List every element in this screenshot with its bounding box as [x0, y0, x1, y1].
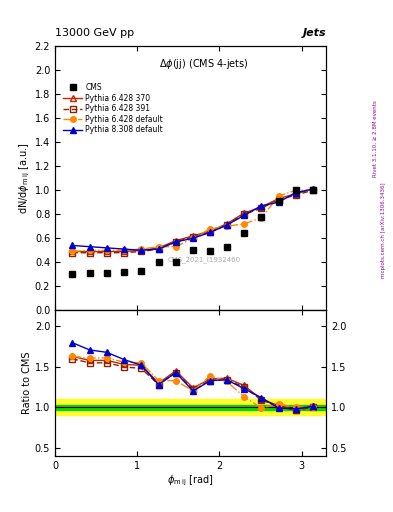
Pythia 6.428 default	[105, 247, 109, 253]
Text: 13000 GeV pp: 13000 GeV pp	[55, 28, 134, 38]
Pythia 6.428 370	[139, 247, 144, 253]
Pythia 8.308 default	[276, 199, 281, 205]
X-axis label: $\phi_{\rm m\,ij}$ [rad]: $\phi_{\rm m\,ij}$ [rad]	[167, 473, 214, 488]
Pythia 6.428 default	[311, 187, 316, 194]
Y-axis label: Ratio to CMS: Ratio to CMS	[22, 352, 32, 414]
CMS	[242, 230, 246, 237]
Text: $\Delta\phi$(jj) (CMS 4-jets): $\Delta\phi$(jj) (CMS 4-jets)	[159, 57, 249, 71]
Pythia 6.428 370	[191, 233, 195, 239]
CMS	[311, 187, 316, 194]
Text: CMS_2021_I1932460: CMS_2021_I1932460	[167, 256, 241, 263]
Pythia 6.428 391	[87, 250, 92, 256]
Line: Pythia 6.428 391: Pythia 6.428 391	[70, 187, 316, 255]
CMS	[70, 271, 75, 278]
Pythia 6.428 default	[156, 244, 161, 250]
Pythia 6.428 default	[87, 247, 92, 253]
Bar	[55, 405, 326, 410]
Pythia 8.308 default	[242, 212, 246, 219]
CMS	[87, 270, 92, 276]
Pythia 8.308 default	[294, 189, 298, 196]
CMS	[276, 198, 281, 204]
Pythia 6.428 391	[156, 246, 161, 252]
Pythia 8.308 default	[122, 246, 127, 252]
Pythia 6.428 391	[224, 222, 229, 228]
Pythia 8.308 default	[173, 239, 178, 245]
Pythia 8.308 default	[87, 244, 92, 250]
Pythia 6.428 370	[156, 245, 161, 251]
Line: Pythia 6.428 370: Pythia 6.428 370	[70, 186, 316, 254]
Pythia 6.428 391	[311, 187, 316, 194]
CMS	[224, 244, 229, 250]
Pythia 6.428 391	[259, 205, 264, 211]
Pythia 6.428 default	[242, 221, 246, 227]
Bar	[55, 399, 326, 415]
Pythia 6.428 default	[191, 235, 195, 241]
Pythia 6.428 391	[139, 248, 144, 254]
Pythia 6.428 391	[208, 229, 213, 236]
Pythia 8.308 default	[259, 203, 264, 209]
Pythia 6.428 391	[173, 239, 178, 245]
Pythia 6.428 370	[208, 228, 213, 234]
Line: Pythia 6.428 default: Pythia 6.428 default	[70, 187, 316, 254]
Pythia 6.428 370	[294, 191, 298, 197]
Pythia 6.428 370	[259, 204, 264, 210]
CMS	[294, 187, 298, 194]
Pythia 6.428 391	[242, 211, 246, 217]
Pythia 6.428 391	[294, 192, 298, 198]
Pythia 8.308 default	[70, 242, 75, 248]
Pythia 6.428 391	[122, 250, 127, 256]
Pythia 6.428 391	[105, 250, 109, 256]
Pythia 8.308 default	[208, 229, 213, 236]
Y-axis label: dN/d$\phi_{\rm m\,ij}$ [a.u.]: dN/d$\phi_{\rm m\,ij}$ [a.u.]	[17, 142, 32, 214]
CMS	[156, 259, 161, 265]
Pythia 8.308 default	[311, 186, 316, 192]
Pythia 6.428 370	[122, 248, 127, 254]
Pythia 6.428 370	[242, 210, 246, 216]
Pythia 8.308 default	[224, 222, 229, 228]
Pythia 6.428 370	[311, 186, 316, 192]
Pythia 6.428 370	[70, 248, 75, 254]
Text: Jets: Jets	[303, 28, 326, 38]
CMS	[191, 247, 195, 253]
Pythia 6.428 default	[224, 223, 229, 229]
CMS	[173, 259, 178, 265]
CMS	[208, 248, 213, 254]
Pythia 6.428 370	[87, 248, 92, 254]
Line: CMS: CMS	[69, 187, 316, 278]
Legend: CMS, Pythia 6.428 370, Pythia 6.428 391, Pythia 6.428 default, Pythia 8.308 defa: CMS, Pythia 6.428 370, Pythia 6.428 391,…	[62, 81, 165, 136]
CMS	[259, 214, 264, 220]
Text: Rivet 3.1.10, ≥ 2.8M events: Rivet 3.1.10, ≥ 2.8M events	[373, 100, 378, 177]
Pythia 6.428 391	[70, 250, 75, 256]
Pythia 6.428 370	[224, 221, 229, 227]
Pythia 8.308 default	[105, 245, 109, 251]
Pythia 6.428 default	[294, 187, 298, 194]
Pythia 6.428 370	[276, 196, 281, 202]
CMS	[139, 268, 144, 274]
Pythia 6.428 default	[208, 226, 213, 232]
Pythia 6.428 370	[173, 238, 178, 244]
CMS	[122, 269, 127, 275]
Pythia 6.428 default	[173, 244, 178, 250]
Pythia 6.428 default	[259, 215, 264, 221]
Pythia 6.428 default	[70, 248, 75, 254]
Pythia 8.308 default	[191, 235, 195, 241]
CMS	[105, 270, 109, 276]
Pythia 6.428 391	[191, 234, 195, 240]
Pythia 8.308 default	[139, 247, 144, 253]
Pythia 8.308 default	[156, 246, 161, 252]
Text: mcplots.cern.ch [arXiv:1306.3436]: mcplots.cern.ch [arXiv:1306.3436]	[381, 183, 386, 278]
Pythia 6.428 370	[105, 248, 109, 254]
Line: Pythia 8.308 default: Pythia 8.308 default	[70, 186, 316, 253]
Pythia 6.428 default	[122, 247, 127, 253]
Pythia 6.428 default	[276, 193, 281, 199]
Pythia 6.428 default	[139, 246, 144, 252]
Pythia 6.428 391	[276, 197, 281, 203]
